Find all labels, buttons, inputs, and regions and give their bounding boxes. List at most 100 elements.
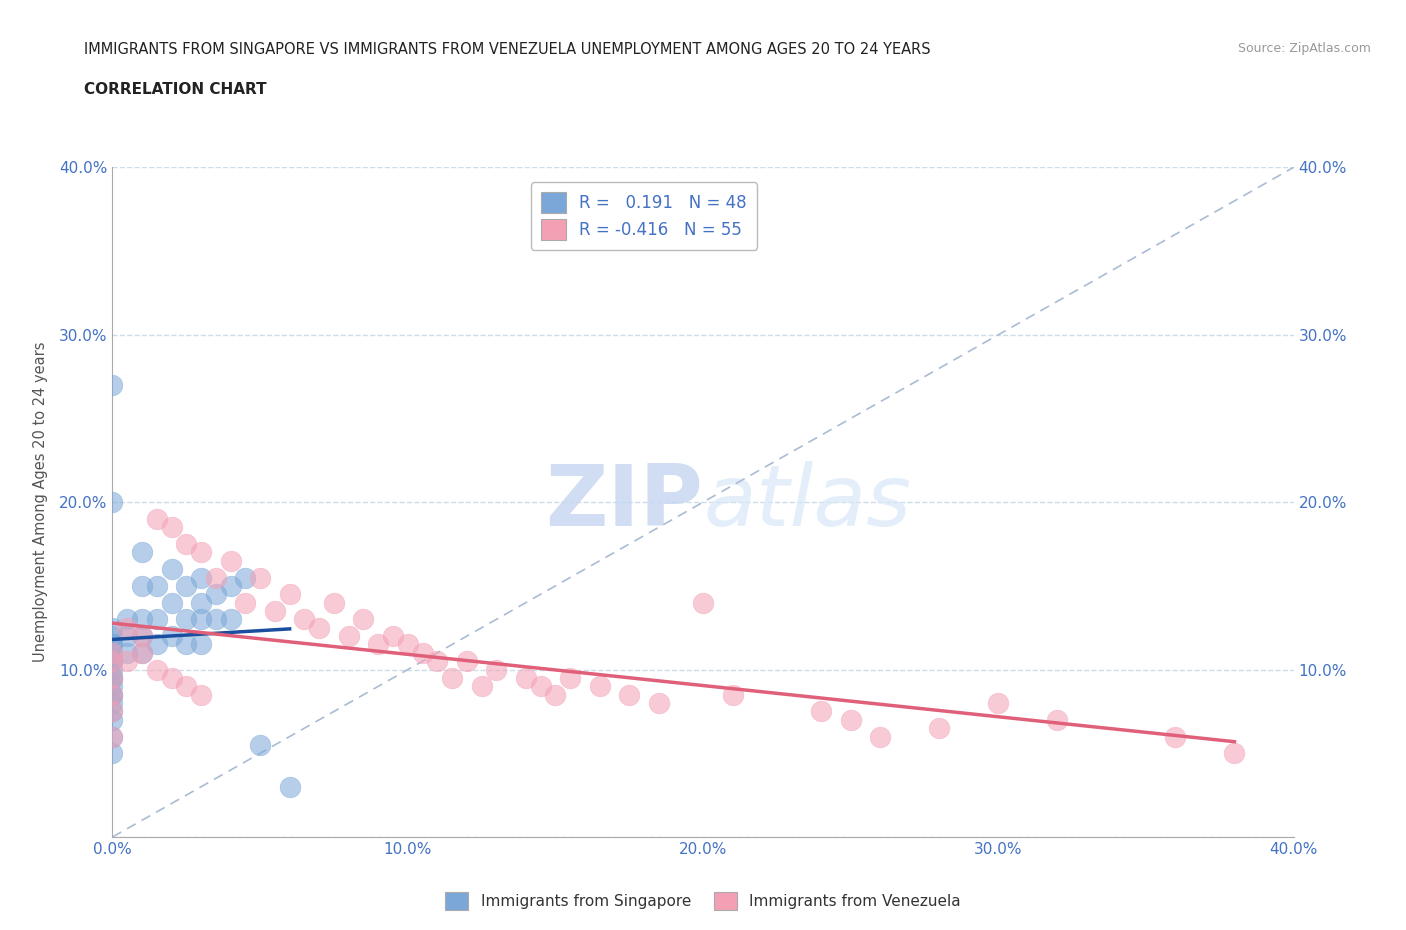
Point xyxy=(146,578,169,593)
Point xyxy=(190,545,212,560)
Point xyxy=(278,587,301,602)
Point xyxy=(456,654,478,669)
Point xyxy=(441,671,464,685)
Point xyxy=(101,687,124,702)
Point xyxy=(721,687,744,702)
Point xyxy=(131,629,153,644)
Point xyxy=(146,512,169,526)
Point xyxy=(1223,746,1246,761)
Point xyxy=(928,721,950,736)
Point xyxy=(131,645,153,660)
Point xyxy=(382,629,405,644)
Point xyxy=(160,520,183,535)
Point xyxy=(205,587,228,602)
Point xyxy=(1164,729,1187,744)
Point xyxy=(160,595,183,610)
Point xyxy=(146,612,169,627)
Point xyxy=(101,712,124,727)
Text: Source: ZipAtlas.com: Source: ZipAtlas.com xyxy=(1237,42,1371,55)
Point xyxy=(205,612,228,627)
Point xyxy=(174,612,197,627)
Point xyxy=(174,637,197,652)
Point xyxy=(647,696,671,711)
Point xyxy=(101,671,124,685)
Point xyxy=(101,679,124,694)
Point xyxy=(190,687,212,702)
Point xyxy=(101,654,124,669)
Point xyxy=(131,645,153,660)
Point xyxy=(839,712,862,727)
Text: atlas: atlas xyxy=(703,460,911,544)
Point xyxy=(308,620,330,635)
Point xyxy=(411,645,433,660)
Point xyxy=(987,696,1010,711)
Point xyxy=(485,662,508,677)
Point xyxy=(146,637,169,652)
Point xyxy=(869,729,891,744)
Point xyxy=(233,570,256,585)
Point xyxy=(117,645,138,660)
Point xyxy=(101,729,124,744)
Point xyxy=(101,620,124,635)
Text: CORRELATION CHART: CORRELATION CHART xyxy=(84,82,267,97)
Point xyxy=(205,570,228,585)
Point xyxy=(278,779,301,794)
Point xyxy=(323,595,346,610)
Legend: Immigrants from Singapore, Immigrants from Venezuela: Immigrants from Singapore, Immigrants fr… xyxy=(439,885,967,916)
Point xyxy=(249,570,271,585)
Point xyxy=(396,637,419,652)
Point xyxy=(174,537,197,551)
Point xyxy=(292,612,315,627)
Text: IMMIGRANTS FROM SINGAPORE VS IMMIGRANTS FROM VENEZUELA UNEMPLOYMENT AMONG AGES 2: IMMIGRANTS FROM SINGAPORE VS IMMIGRANTS … xyxy=(84,42,931,57)
Point xyxy=(352,612,374,627)
Point xyxy=(337,629,360,644)
Point xyxy=(101,629,124,644)
Point xyxy=(619,687,641,702)
Point xyxy=(470,679,494,694)
Point xyxy=(101,671,124,685)
Point xyxy=(588,679,610,694)
Y-axis label: Unemployment Among Ages 20 to 24 years: Unemployment Among Ages 20 to 24 years xyxy=(32,342,48,662)
Point xyxy=(190,637,212,652)
Point xyxy=(190,595,212,610)
Point xyxy=(101,687,124,702)
Point xyxy=(233,595,256,610)
Point xyxy=(1046,712,1069,727)
Point xyxy=(131,545,153,560)
Point xyxy=(426,654,449,669)
Point xyxy=(101,637,124,652)
Point xyxy=(101,704,124,719)
Point xyxy=(101,654,124,669)
Point xyxy=(117,620,138,635)
Point xyxy=(101,645,124,660)
Point xyxy=(367,637,389,652)
Point xyxy=(264,604,287,618)
Point xyxy=(174,578,197,593)
Point xyxy=(515,671,537,685)
Point xyxy=(131,578,153,593)
Point xyxy=(544,687,567,702)
Point xyxy=(146,662,169,677)
Point xyxy=(810,704,832,719)
Point xyxy=(692,595,714,610)
Point xyxy=(101,495,124,510)
Point xyxy=(101,696,124,711)
Point xyxy=(558,671,582,685)
Point xyxy=(160,629,183,644)
Point xyxy=(117,629,138,644)
Point xyxy=(101,746,124,761)
Point xyxy=(101,654,124,669)
Point xyxy=(101,637,124,652)
Point xyxy=(190,570,212,585)
Point xyxy=(101,671,124,685)
Point xyxy=(131,629,153,644)
Point xyxy=(160,671,183,685)
Point xyxy=(101,687,124,702)
Point xyxy=(117,612,138,627)
Point xyxy=(219,578,242,593)
Point xyxy=(101,645,124,660)
Point xyxy=(101,662,124,677)
Point xyxy=(117,654,138,669)
Text: ZIP: ZIP xyxy=(546,460,703,544)
Point xyxy=(101,378,124,392)
